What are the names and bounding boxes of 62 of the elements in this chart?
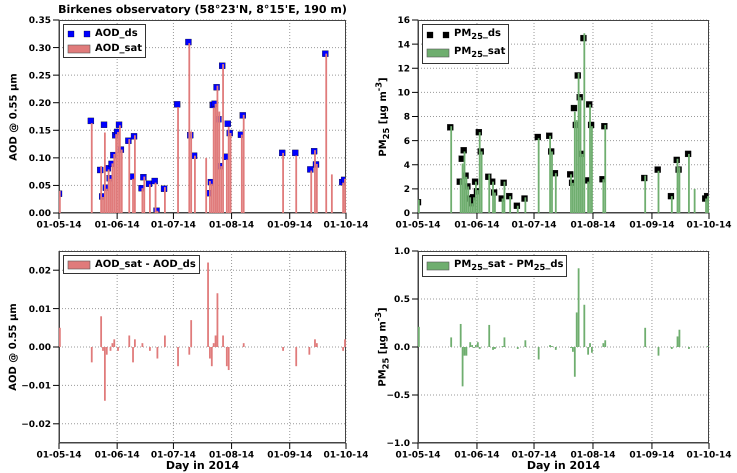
x-tick-label: 01-10-14 [323,450,369,460]
y-tick-label: 16 [397,16,410,26]
y-tick-label: −0.01 [21,382,51,392]
y-tick-label: 0.15 [28,126,51,136]
legend-label: PM$_{25}$_sat - PM$_{25}$_ds [454,258,564,274]
x-tick-label: 01-07-14 [150,220,196,230]
x-tick-label: 01-08-14 [570,450,616,460]
x-tick-label: 01-05-14 [395,220,441,230]
y-tick-label: 0.02 [28,266,51,276]
y-tick-label: 0.35 [28,16,51,26]
y-tick-label: 10 [397,88,410,99]
y-tick-label: 4 [404,160,410,171]
x-axis-title: Day in 2014 [526,459,602,472]
x-tick-label: 01-05-14 [36,450,82,460]
legend-label: AOD_sat [95,42,142,56]
y-tick-label: 2 [404,185,410,196]
x-tick-label: 01-06-14 [454,220,500,230]
legend-label: PM$_{25}$_ds [454,27,501,43]
x-tick-label: 01-10-14 [686,450,732,460]
y-tick-label: −0.02 [21,420,51,430]
x-tick-label: 01-06-14 [94,220,140,230]
x-axis-title: Day in 2014 [164,459,240,472]
y-tick-label: 0.01 [28,304,51,315]
chart-title: Birkenes observatory (58°23'N, 8°15'E, 190 m) [57,3,348,16]
y-tick-label: 0.10 [28,154,51,164]
legend-label: AOD_ds [95,27,138,41]
y-axis-title: AOD @ 0.55 μm [8,303,19,391]
x-tick-label: 01-07-14 [150,450,196,460]
x-tick-label: 01-09-14 [267,450,312,460]
y-tick-label: 6 [404,136,410,147]
y-tick-label: 0 [404,209,410,220]
x-tick-label: 01-06-14 [94,450,140,460]
y-tick-label: 0.00 [28,209,51,220]
y-tick-label: 0.5 [394,295,410,306]
y-tick-label: 8 [404,112,410,123]
y-axis-title: AOD @ 0.55 μm [8,72,20,163]
x-tick-label: 01-05-14 [36,220,82,230]
y-tick-label: 1.0 [394,247,410,258]
y-tick-label: −0.5 [386,391,410,402]
x-tick-label: 01-09-14 [629,450,674,460]
y-tick-label: 0.20 [28,98,51,109]
x-tick-label: 01-06-14 [454,450,500,460]
x-tick-label: 01-05-14 [395,450,441,460]
y-tick-label: 0.25 [28,71,51,82]
x-tick-label: 01-10-14 [323,220,369,230]
x-tick-label: 01-07-14 [511,220,557,230]
x-tick-label: 01-09-14 [629,220,674,230]
x-tick-label: 01-08-14 [209,450,254,460]
x-tick-label: 01-08-14 [570,220,616,230]
x-tick-label: 01-08-14 [209,220,254,230]
y-tick-label: 0.00 [28,343,51,354]
y-tick-label: 0.30 [28,44,51,54]
x-tick-label: 01-09-14 [267,220,312,230]
legend-label: PM$_{25}$_sat [454,45,506,61]
y-tick-label: 0.0 [394,343,410,354]
legend-label: AOD_sat - AOD_ds [95,258,196,272]
y-tick-label: 0.05 [28,182,51,192]
x-tick-label: 01-10-14 [686,220,732,230]
x-tick-label: 01-07-14 [511,450,557,460]
y-tick-label: 12 [397,64,410,74]
y-tick-label: 14 [397,40,410,50]
y-tick-label: −1.0 [386,439,410,450]
